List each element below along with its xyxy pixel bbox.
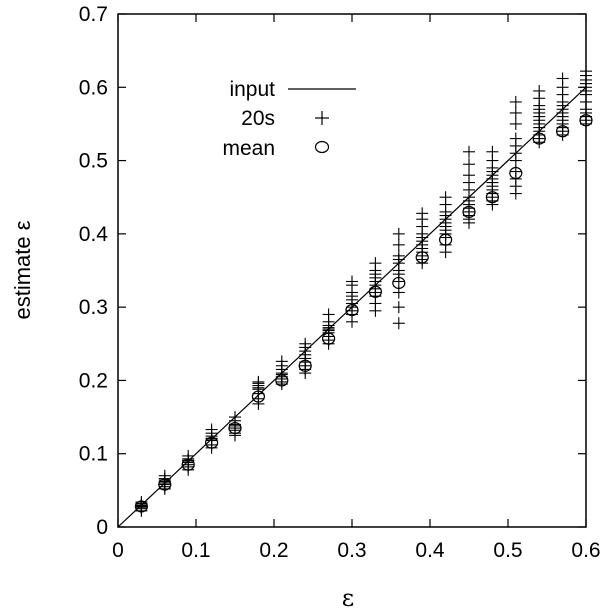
point-mean	[462, 205, 476, 218]
point-20s	[392, 317, 405, 330]
x-axis-title: ε	[342, 584, 354, 612]
point-20s	[392, 227, 405, 240]
point-20s	[416, 207, 429, 220]
x-tick-label: 0.3	[337, 539, 366, 562]
y-tick-label: 0.2	[79, 369, 108, 392]
point-mean	[322, 332, 336, 345]
point-20s	[463, 145, 475, 158]
point-mean	[228, 421, 242, 435]
x-tick-label: 0.6	[571, 539, 600, 562]
point-mean	[345, 303, 359, 317]
point-20s	[463, 158, 475, 171]
point-mean	[134, 500, 148, 513]
point-20s	[392, 249, 405, 262]
point-20s	[346, 275, 358, 288]
plot-frame	[117, 13, 587, 528]
point-20s	[509, 132, 522, 145]
point-mean	[158, 478, 172, 491]
legend-marker-plus	[315, 111, 329, 125]
y-tick-label: 0	[96, 516, 108, 539]
point-20s	[252, 375, 265, 388]
y-tick-label: 0.1	[79, 443, 108, 466]
point-20s	[158, 469, 171, 482]
y-tick-label: 0.4	[79, 223, 109, 246]
x-tick-label: 0.5	[493, 539, 522, 562]
point-mean	[275, 374, 289, 387]
point-20s	[299, 337, 312, 350]
point-20s	[486, 145, 499, 158]
point-20s	[509, 95, 522, 108]
y-tick-label: 0.3	[79, 296, 108, 319]
x-tick-label: 0.2	[259, 539, 288, 562]
axis-ticks: 0 0.1 0.2 0.3 0.4 0.5 0.6 0 0.1 0.2 0.3 0.4 0.5 0.6 0.…	[79, 3, 600, 562]
point-20s	[229, 411, 241, 424]
point-mean	[368, 285, 382, 298]
legend-label-mean: mean	[222, 137, 275, 160]
point-mean	[298, 359, 312, 372]
legend-label-input: input	[229, 78, 275, 101]
point-mean	[509, 166, 523, 180]
legend-marker-circle	[314, 140, 330, 154]
legend-label-20s: 20s	[241, 107, 275, 130]
x-tick-label: 0.1	[181, 539, 210, 562]
point-mean	[485, 191, 499, 204]
point-mean	[532, 132, 546, 145]
point-20s	[369, 257, 382, 270]
point-20s	[439, 191, 452, 204]
y-axis-title: estimate ε	[10, 220, 35, 319]
point-mean	[181, 458, 195, 471]
point-20s	[392, 301, 405, 314]
point-20s	[509, 106, 522, 119]
legend: input 20s mean	[222, 78, 356, 160]
y-tick-label: 0.7	[79, 3, 108, 26]
y-tick-label: 0.6	[79, 76, 108, 99]
point-20s	[556, 72, 569, 85]
point-mean	[555, 125, 570, 138]
point-20s	[533, 84, 546, 97]
point-20s	[182, 449, 195, 462]
point-20s	[463, 169, 475, 182]
point-mean	[205, 436, 219, 449]
point-mean	[439, 233, 453, 246]
point-20s	[509, 117, 522, 130]
point-mean	[251, 390, 265, 403]
point-20s	[392, 238, 405, 251]
point-20s	[205, 423, 218, 436]
point-20s	[275, 355, 288, 368]
point-mean	[392, 276, 406, 290]
y-tick-label: 0.5	[79, 150, 108, 173]
x-tick-label: 0.4	[415, 539, 445, 562]
x-tick-label: 0	[112, 539, 124, 562]
point-20s	[322, 308, 335, 321]
point-mean	[415, 251, 429, 264]
data-layer	[117, 65, 593, 528]
